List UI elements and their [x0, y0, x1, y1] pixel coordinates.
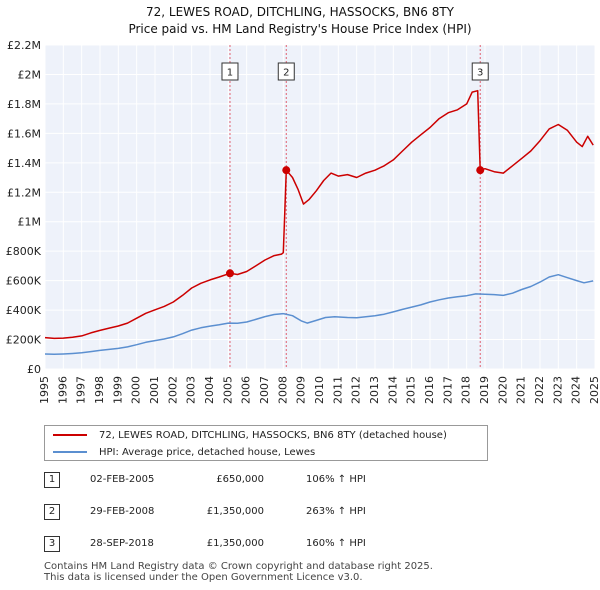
series-line-property: [44, 89, 594, 340]
x-tick-label: 2008: [276, 376, 289, 404]
x-tick-label: 2019: [478, 376, 491, 404]
sale-marker-boxes: 1 2 3: [221, 62, 489, 81]
x-tick-label: 2014: [386, 376, 399, 404]
y-tick-label: £600K: [6, 275, 42, 288]
x-axis-ticks: 1995 1996 1997 1998 1999 2000 2001 2002 2003 2004…: [38, 376, 600, 404]
x-tick-label: 2010: [313, 376, 326, 404]
sale-point: [225, 269, 234, 278]
grid-lines: [44, 44, 596, 370]
x-tick-label: 2017: [441, 376, 454, 404]
sale-price: £1,350,000: [206, 506, 264, 517]
x-tick-label: 2011: [331, 376, 344, 404]
x-tick-label: 1998: [93, 376, 106, 404]
x-tick-label: 1999: [111, 376, 124, 404]
y-tick-label: £800K: [6, 245, 42, 258]
x-tick-label: 2024: [570, 376, 583, 404]
sale-hpi-change: 263% ↑ HPI: [306, 506, 366, 517]
sale-number-badge: 1: [44, 472, 60, 488]
x-tick-label: 2007: [258, 376, 271, 404]
footer-line-1: Contains HM Land Registry data © Crown c…: [44, 561, 433, 572]
y-tick-label: £1.8M: [7, 98, 41, 111]
x-tick-label: 2012: [350, 376, 363, 404]
x-tick-label: 1997: [75, 376, 88, 404]
y-tick-label: £1.2M: [7, 186, 41, 199]
x-tick-label: 2003: [185, 376, 198, 404]
legend: 72, LEWES ROAD, DITCHLING, HASSOCKS, BN6…: [44, 425, 488, 461]
sale-marker-label: 3: [477, 68, 483, 79]
sale-date: 02-FEB-2005: [90, 474, 155, 485]
x-tick-label: 2015: [405, 376, 418, 404]
sale-marker-box: [277, 62, 295, 81]
chart-title: 72, LEWES ROAD, DITCHLING, HASSOCKS, BN6…: [146, 5, 454, 19]
x-tick-label: 2004: [203, 376, 216, 404]
x-tick-label: 2002: [166, 376, 179, 404]
y-tick-label: £2M: [18, 68, 42, 81]
legend-item-hpi: HPI: Average price, detached house, Lewe…: [53, 444, 315, 460]
legend-swatch-property: [53, 434, 87, 436]
x-tick-label: 1996: [56, 376, 69, 404]
sale-number-badge: 3: [44, 536, 60, 552]
legend-label-hpi: HPI: Average price, detached house, Lewe…: [99, 446, 316, 458]
sale-date: 29-FEB-2008: [90, 506, 155, 517]
table-row: 2 29-FEB-2008 £1,350,000 263% ↑ HPI: [44, 504, 464, 524]
x-tick-label: 2005: [221, 376, 234, 404]
sale-point: [476, 166, 485, 175]
series-lines: [44, 89, 594, 356]
x-tick-label: 2016: [423, 376, 436, 404]
x-tick-label: 2018: [460, 376, 473, 404]
y-tick-label: £400K: [6, 304, 42, 317]
sale-number-badge: 2: [44, 504, 60, 520]
sale-marker-box: [471, 62, 489, 81]
sale-points: [225, 166, 485, 278]
sale-hpi-change: 160% ↑ HPI: [306, 538, 366, 549]
x-tick-label: 2023: [551, 376, 564, 404]
y-tick-label: £1.4M: [7, 157, 41, 170]
x-tick-label: 2022: [533, 376, 546, 404]
x-tick-label: 2025: [588, 376, 600, 404]
y-tick-label: £2.2M: [7, 39, 41, 52]
series-line-hpi: [44, 273, 594, 356]
x-tick-label: 2013: [368, 376, 381, 404]
x-tick-label: 2001: [148, 376, 161, 404]
sale-date: 28-SEP-2018: [90, 538, 154, 549]
sale-price: £1,350,000: [206, 538, 264, 549]
y-tick-label: £1M: [18, 216, 42, 229]
y-tick-label: £0: [27, 363, 41, 376]
sale-price: £650,000: [216, 474, 264, 485]
x-tick-label: 1995: [38, 376, 51, 404]
legend-label-property: 72, LEWES ROAD, DITCHLING, HASSOCKS, BN6…: [99, 429, 447, 441]
table-row: 1 02-FEB-2005 £650,000 106% ↑ HPI: [44, 472, 464, 492]
sale-marker-box: [221, 62, 239, 81]
y-tick-label: £1.6M: [7, 127, 41, 140]
sale-point: [282, 166, 291, 175]
legend-item-property: 72, LEWES ROAD, DITCHLING, HASSOCKS, BN6…: [53, 427, 447, 443]
sale-marker-label: 2: [283, 68, 289, 79]
chart-title-block: 72, LEWES ROAD, DITCHLING, HASSOCKS, BN6…: [0, 4, 600, 38]
footer-attribution: Contains HM Land Registry data © Crown c…: [44, 561, 433, 583]
sale-hpi-change: 106% ↑ HPI: [306, 474, 366, 485]
table-row: 3 28-SEP-2018 £1,350,000 160% ↑ HPI: [44, 536, 464, 556]
y-axis-ticks: £0 £200K £400K £600K £800K £1M £1.2M £1.4M £1.6M…: [6, 39, 42, 376]
x-tick-label: 2021: [515, 376, 528, 404]
y-tick-label: £200K: [6, 334, 42, 347]
x-tick-label: 2020: [496, 376, 509, 404]
x-tick-label: 2006: [240, 376, 253, 404]
x-tick-label: 2009: [295, 376, 308, 404]
sale-marker-label: 1: [227, 68, 233, 79]
legend-swatch-hpi: [53, 451, 87, 453]
chart-subtitle: Price paid vs. HM Land Registry's House …: [128, 22, 472, 36]
x-tick-label: 2000: [130, 376, 143, 404]
footer-line-2: This data is licensed under the Open Gov…: [44, 572, 363, 583]
